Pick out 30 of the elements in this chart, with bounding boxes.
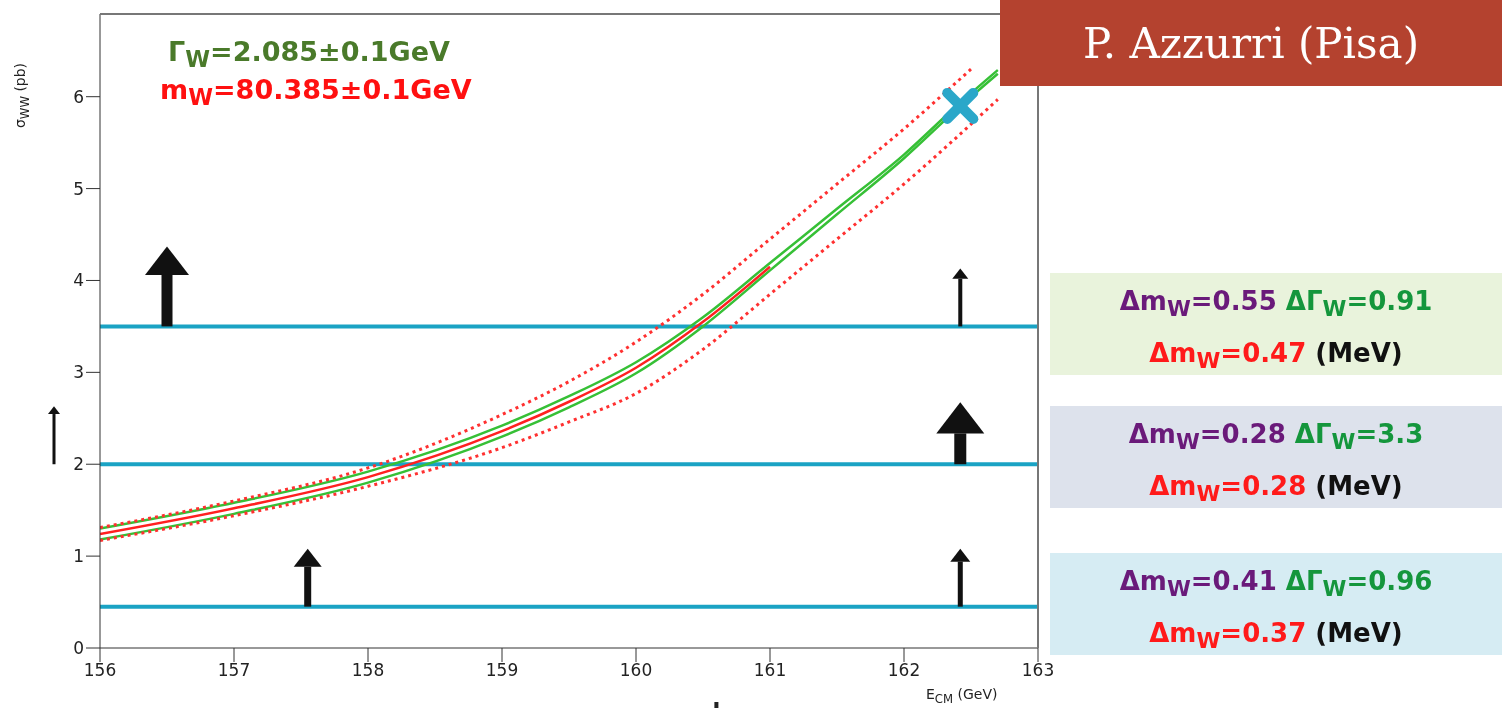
y-tick-label: 5 bbox=[73, 178, 84, 199]
y-tick-label: 4 bbox=[73, 270, 84, 291]
text: (MeV) bbox=[1315, 471, 1403, 502]
annotation: m$_{W}$=80.385±0.1GeV bbox=[160, 74, 472, 111]
y-tick-label: 1 bbox=[73, 546, 84, 567]
y-tick-label: 0 bbox=[73, 638, 84, 659]
text: Δm$_{W}$=0.41 bbox=[1119, 566, 1277, 602]
x-tick-label: 162 bbox=[887, 660, 921, 681]
x-tick-label: 156 bbox=[83, 660, 117, 681]
x-tick-label: 159 bbox=[485, 660, 519, 681]
y-tick-label: 6 bbox=[73, 86, 84, 107]
x-tick-label: 158 bbox=[351, 660, 385, 681]
text: ΔΓ$_{W}$=0.96 bbox=[1285, 566, 1433, 602]
text: ΔΓ$_{W}$=0.91 bbox=[1285, 286, 1433, 322]
y-tick-label: 3 bbox=[73, 362, 84, 383]
x-tick-label: 161 bbox=[753, 660, 787, 681]
y-tick-label: 2 bbox=[73, 454, 84, 475]
text: Δm$_{W}$=0.47 bbox=[1149, 338, 1307, 374]
x-tick-label: 157 bbox=[217, 660, 251, 681]
annotation: Γ$_{W}$=2.085±0.1GeV bbox=[168, 36, 450, 73]
x-axis-title: E$_{CM}$ (GeV) bbox=[926, 686, 998, 706]
x-tick-label: 163 bbox=[1021, 660, 1055, 681]
text: ΔΓ$_{W}$=3.3 bbox=[1294, 419, 1424, 455]
text: Δm$_{W}$=0.37 bbox=[1149, 618, 1307, 654]
text: (MeV) bbox=[1315, 338, 1403, 369]
text: Δm$_{W}$=0.55 bbox=[1119, 286, 1277, 322]
text: (MeV) bbox=[1315, 618, 1403, 649]
text: Δm$_{W}$=0.28 bbox=[1128, 419, 1286, 455]
x-tick-label: 160 bbox=[619, 660, 653, 681]
text: Δm$_{W}$=0.28 bbox=[1149, 471, 1307, 507]
